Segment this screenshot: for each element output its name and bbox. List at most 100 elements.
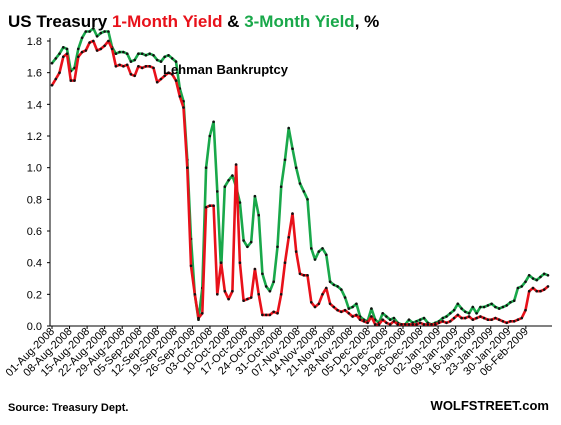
data-point — [208, 134, 212, 138]
data-point — [264, 285, 268, 288]
data-point — [77, 55, 80, 59]
title-part-0: US Treasury — [8, 12, 112, 31]
data-point — [137, 52, 140, 55]
data-point — [377, 323, 381, 326]
data-point — [355, 302, 358, 306]
data-point — [114, 65, 118, 68]
series-1 — [50, 26, 550, 326]
data-point — [343, 308, 347, 312]
data-point — [84, 30, 88, 33]
data-point — [103, 44, 106, 48]
data-point — [418, 318, 422, 322]
data-point — [283, 261, 287, 265]
x-axis: 01-Aug-200808-Aug-200815-Aug-200822-Aug-… — [4, 325, 552, 379]
data-point — [246, 297, 249, 301]
data-point — [186, 166, 189, 169]
data-point — [512, 320, 516, 323]
data-point — [464, 316, 467, 320]
data-point — [118, 63, 121, 67]
y-tick-label: 1.0 — [27, 163, 42, 175]
data-point — [535, 289, 538, 293]
data-point — [437, 321, 441, 325]
data-point — [482, 305, 486, 309]
title-part-1: 1-Month Yield — [111, 12, 223, 31]
data-point — [167, 71, 170, 74]
data-point — [479, 315, 482, 318]
data-point — [253, 267, 257, 271]
data-point — [328, 280, 332, 284]
data-point — [306, 274, 309, 277]
y-tick-label: 1.8 — [27, 36, 42, 48]
data-point — [385, 315, 388, 318]
data-point — [268, 313, 272, 317]
data-point — [494, 305, 497, 309]
data-point — [370, 307, 373, 310]
data-point — [234, 163, 238, 166]
data-point — [148, 52, 151, 55]
data-point — [426, 323, 430, 326]
data-point — [204, 206, 208, 209]
data-point — [524, 308, 527, 312]
data-point — [441, 316, 445, 320]
data-point — [516, 318, 520, 322]
data-point — [505, 304, 509, 307]
data-point — [302, 190, 306, 193]
data-point — [501, 320, 505, 323]
data-point — [539, 275, 542, 279]
data-point — [381, 318, 385, 322]
data-point — [92, 39, 95, 43]
data-point — [403, 323, 407, 326]
data-point — [509, 320, 512, 323]
data-point — [159, 60, 163, 63]
data-point — [137, 65, 140, 68]
data-point — [355, 313, 358, 317]
data-point — [373, 323, 377, 326]
data-point — [471, 318, 475, 322]
data-point — [317, 250, 321, 253]
data-point — [422, 323, 426, 326]
data-point — [542, 272, 546, 276]
y-tick-label: 0.8 — [27, 194, 42, 206]
data-point — [471, 305, 475, 309]
data-point — [358, 318, 362, 322]
data-point — [400, 323, 403, 326]
data-point — [294, 250, 298, 253]
data-point — [321, 247, 324, 250]
data-point — [505, 321, 509, 325]
data-point — [388, 318, 392, 322]
data-point — [490, 318, 493, 322]
data-point — [227, 297, 230, 301]
data-point — [174, 79, 178, 82]
data-point — [144, 54, 148, 57]
data-point — [174, 60, 178, 63]
data-point — [155, 80, 159, 84]
data-point — [340, 310, 343, 314]
data-point — [527, 289, 531, 293]
data-point — [208, 204, 212, 207]
data-point — [69, 79, 73, 82]
data-point — [313, 258, 317, 261]
data-point — [170, 73, 174, 76]
data-point — [385, 321, 388, 325]
data-point — [178, 95, 182, 98]
data-point — [95, 35, 99, 38]
source-note: Source: Treasury Dept. — [8, 402, 129, 414]
series-line-1 — [50, 26, 549, 326]
data-point — [531, 286, 535, 290]
data-point — [452, 316, 456, 320]
data-point — [418, 321, 422, 325]
data-point — [516, 286, 520, 290]
data-point — [531, 277, 535, 280]
data-point — [88, 30, 91, 33]
data-point — [494, 316, 497, 320]
data-point — [54, 77, 58, 81]
data-point — [351, 305, 354, 309]
data-point — [509, 301, 512, 304]
data-point — [272, 310, 276, 314]
data-point — [456, 302, 460, 306]
data-point — [396, 323, 400, 326]
data-point — [170, 57, 174, 60]
y-tick-label: 0.2 — [27, 289, 42, 301]
data-point — [114, 52, 118, 55]
data-point — [527, 274, 531, 277]
